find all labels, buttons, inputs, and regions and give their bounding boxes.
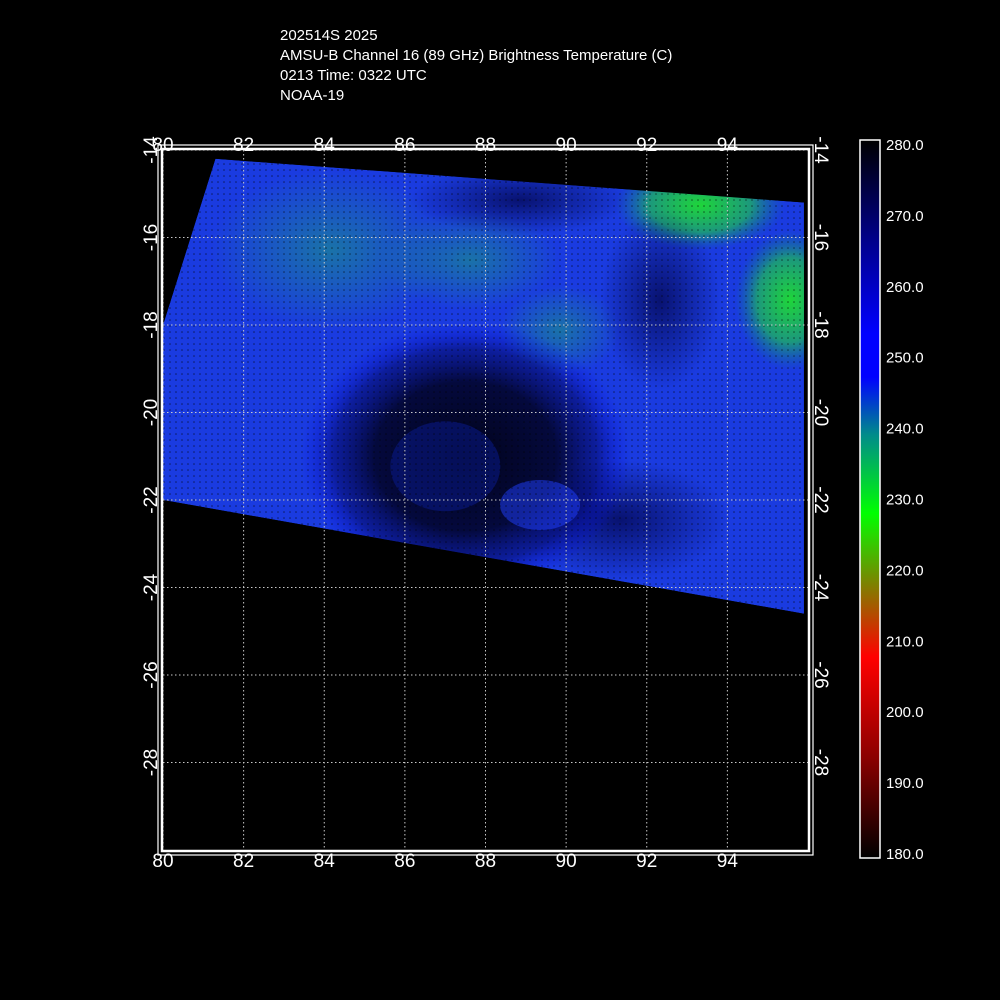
frame-border [160, 147, 811, 853]
lon-tick-label: 80 [152, 851, 173, 872]
lon-tick-label: 92 [636, 135, 657, 156]
time-label: 0213 Time: 0322 UTC [280, 67, 427, 84]
lon-tick-label: 88 [475, 851, 496, 872]
colorbar: 280.0 270.0 260.0 250.0 240.0 230.0 220.0 210.0… [859, 137, 924, 863]
colorbar-label: 270.0 [886, 208, 924, 225]
lon-tick-label: 80 [152, 135, 173, 156]
lon-tick-label: 90 [556, 851, 577, 872]
colorbar-label: 220.0 [886, 562, 924, 579]
lat-tick-label-left: -26 [141, 661, 162, 688]
satellite-label: NOAA-19 [280, 87, 345, 104]
lat-tick-label-left: -28 [141, 749, 162, 776]
colorbar-gradient [859, 139, 881, 859]
product-label: AMSU-B Channel 16 (89 GHz) Brightness Te… [280, 47, 673, 64]
lat-tick-label-right: -22 [810, 486, 831, 513]
colorbar-label: 240.0 [886, 421, 924, 438]
lat-tick-label-right: -18 [810, 311, 831, 338]
colorbar-label: 280.0 [886, 137, 924, 154]
lon-tick-label: 84 [314, 135, 336, 156]
storm-id-label: 202514S 2025 [280, 27, 378, 44]
lon-tick-label: 86 [394, 851, 415, 872]
colorbar-label: 250.0 [886, 350, 924, 367]
colorbar-label: 260.0 [886, 279, 924, 296]
lat-tick-label-right: -24 [810, 574, 831, 602]
lon-tick-label: 94 [717, 135, 739, 156]
colorbar-label: 180.0 [886, 846, 924, 863]
lat-tick-label-left: -20 [141, 399, 162, 426]
latitude-labels: -14 -14 -16 -16 -18 -18 -20 -20 -22 -22 -24 -24 -26 -… [141, 136, 831, 776]
lat-tick-label-left: -18 [141, 311, 162, 338]
colorbar-labels: 280.0 270.0 260.0 250.0 240.0 230.0 220.0 210.0… [886, 137, 924, 863]
lon-tick-label: 94 [717, 851, 739, 872]
lat-tick-label-right: -28 [810, 749, 831, 776]
lon-tick-label: 82 [233, 851, 254, 872]
lat-tick-label-left: -22 [141, 486, 162, 513]
colorbar-label: 230.0 [886, 491, 924, 508]
colorbar-label: 190.0 [886, 775, 924, 792]
lon-tick-label: 86 [394, 135, 415, 156]
lat-tick-label-right: -26 [810, 661, 831, 688]
product-header: 202514S 2025 AMSU-B Channel 16 (89 GHz) … [280, 26, 672, 106]
colorbar-label: 210.0 [886, 633, 924, 650]
lat-lon-grid [163, 150, 808, 850]
scan-dots [163, 158, 804, 614]
lon-tick-label: 90 [556, 135, 577, 156]
longitude-labels: 80 80 82 82 84 84 86 86 88 88 90 90 92 92 94 94 [152, 135, 738, 872]
lat-tick-label-left: -14 [141, 136, 162, 164]
map-frame [157, 144, 814, 856]
colorbar-label: 200.0 [886, 704, 924, 721]
lon-tick-label: 84 [314, 851, 336, 872]
lat-tick-label-right: -20 [810, 399, 831, 426]
frame-border [157, 144, 814, 856]
lat-tick-label-left: -16 [141, 224, 162, 251]
lon-tick-label: 82 [233, 135, 254, 156]
lon-tick-label: 92 [636, 851, 657, 872]
lat-tick-label-right: -16 [810, 224, 831, 251]
lat-tick-label-right: -14 [810, 136, 831, 164]
lat-tick-label-left: -24 [141, 573, 162, 601]
lon-tick-label: 88 [475, 135, 496, 156]
